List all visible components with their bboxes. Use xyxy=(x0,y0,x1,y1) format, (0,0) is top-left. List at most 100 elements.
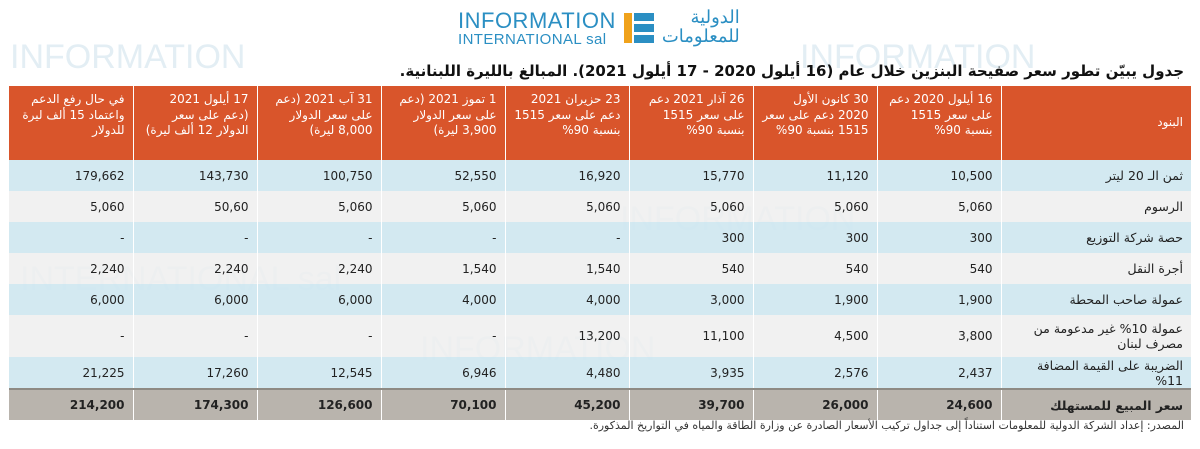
table-cell: - xyxy=(504,222,629,253)
total-label: سعر المبيع للمستهلك xyxy=(1000,388,1191,420)
table-cell: - xyxy=(132,315,257,357)
table-cell: 5,060 xyxy=(876,191,1001,222)
logo-english: INFORMATION INTERNATIONAL sal xyxy=(458,7,616,48)
table-cell: 2,240 xyxy=(9,253,133,284)
table-cell: 5,060 xyxy=(9,191,133,222)
column-header: 23 حزيران 2021 دعم على سعر 1515 بنسبة 90… xyxy=(504,86,629,160)
table-cell: 6,946 xyxy=(380,357,505,389)
table-cell: 540 xyxy=(752,253,877,284)
table-cell: - xyxy=(9,315,133,357)
total-cell: 126,600 xyxy=(256,388,381,420)
table-cell: 3,000 xyxy=(628,284,753,315)
table-cell: 2,240 xyxy=(256,253,381,284)
total-cell: 39,700 xyxy=(628,388,753,420)
column-header: 1 تموز 2021 (دعم على سعر الدولار 3,900 ل… xyxy=(380,86,505,160)
table-cell: 3,935 xyxy=(628,357,753,389)
row-label: ثمن الـ 20 ليتر xyxy=(1000,160,1191,191)
table-cell: 5,060 xyxy=(380,191,505,222)
table-row: أجرة النقل 540 540 540 1,540 1,540 2,240… xyxy=(9,253,1191,284)
table-cell: 5,060 xyxy=(504,191,629,222)
table-cell: 11,120 xyxy=(752,160,877,191)
table-row: الرسوم 5,060 5,060 5,060 5,060 5,060 5,0… xyxy=(9,191,1191,222)
fuel-price-table: البنود 16 أيلول 2020 دعم على سعر 1515 بن… xyxy=(9,86,1191,420)
table-cell: 6,000 xyxy=(256,284,381,315)
table-cell: 17,260 xyxy=(132,357,257,389)
table-cell: - xyxy=(256,315,381,357)
table-cell: 15,770 xyxy=(628,160,753,191)
table-header-row: البنود 16 أيلول 2020 دعم على سعر 1515 بن… xyxy=(9,86,1191,160)
table-cell: 5,060 xyxy=(628,191,753,222)
column-header: 17 أيلول 2021 (دعم على سعر الدولار 12 أل… xyxy=(132,86,257,160)
column-header: 30 كانون الأول 2020 دعم على سعر 1515 بنس… xyxy=(752,86,877,160)
logo-english-line1: INFORMATION xyxy=(458,7,616,33)
table-cell: 300 xyxy=(752,222,877,253)
table-cell: 1,900 xyxy=(752,284,877,315)
table-cell: 1,540 xyxy=(504,253,629,284)
logo-arabic: الدولية للمعلومات xyxy=(661,7,740,47)
table-total-row: سعر المبيع للمستهلك 24,600 26,000 39,700… xyxy=(9,388,1191,420)
column-header-items: البنود xyxy=(1000,86,1191,160)
table-cell: - xyxy=(132,222,257,253)
row-label: أجرة النقل xyxy=(1000,253,1191,284)
table-cell: 1,540 xyxy=(380,253,505,284)
table-cell: 3,800 xyxy=(876,315,1001,357)
table-cell: 4,500 xyxy=(752,315,877,357)
table-cell: 1,900 xyxy=(876,284,1001,315)
source-note: المصدر: إعداد الشركة الدولية للمعلومات ا… xyxy=(589,419,1184,432)
table-cell: 2,240 xyxy=(132,253,257,284)
watermark-logo: INFORMATION xyxy=(800,38,1036,76)
table-cell: 179,662 xyxy=(9,160,133,191)
header: INFORMATION INTERNATIONAL sal الدولية لل… xyxy=(0,0,1200,60)
table-cell: 4,480 xyxy=(504,357,629,389)
total-cell: 70,100 xyxy=(380,388,505,420)
table-title: جدول يبيّن تطور سعر صفيحة البنزين خلال ع… xyxy=(399,62,1184,80)
table-cell: 540 xyxy=(628,253,753,284)
logo-arabic-line2: للمعلومات xyxy=(661,26,740,47)
table-cell: 143,730 xyxy=(132,160,257,191)
table-row: عمولة صاحب المحطة 1,900 1,900 3,000 4,00… xyxy=(9,284,1191,315)
table-cell: 11,100 xyxy=(628,315,753,357)
table-cell: - xyxy=(380,315,505,357)
table-cell: 4,000 xyxy=(380,284,505,315)
column-header: في حال رفع الدعم واعتماد 15 ألف ليرة للد… xyxy=(9,86,133,160)
total-cell: 214,200 xyxy=(9,388,133,420)
row-label: عمولة 10% غير مدعومة من مصرف لبنان xyxy=(1000,315,1191,357)
column-header: 26 آذار 2021 دعم على سعر 1515 بنسبة 90% xyxy=(628,86,753,160)
watermark-logo: INFORMATION xyxy=(10,38,246,76)
table-cell: 50,60 xyxy=(132,191,257,222)
row-label: الرسوم xyxy=(1000,191,1191,222)
table-row: ثمن الـ 20 ليتر 10,500 11,120 15,770 16,… xyxy=(9,160,1191,191)
table-cell: 52,550 xyxy=(380,160,505,191)
table-row: حصة شركة التوزيع 300 300 300 - - - - - xyxy=(9,222,1191,253)
row-label: الضريبة على القيمة المضافة 11% xyxy=(1000,357,1191,389)
table-cell: 100,750 xyxy=(256,160,381,191)
table-cell: 6,000 xyxy=(9,284,133,315)
table-row: الضريبة على القيمة المضافة 11% 2,437 2,5… xyxy=(9,357,1191,389)
total-cell: 26,000 xyxy=(752,388,877,420)
table-cell: 13,200 xyxy=(504,315,629,357)
table-cell: 21,225 xyxy=(9,357,133,389)
logo-mark-icon xyxy=(621,10,656,46)
total-cell: 24,600 xyxy=(876,388,1001,420)
table-cell: 300 xyxy=(876,222,1001,253)
table-cell: - xyxy=(380,222,505,253)
row-label: حصة شركة التوزيع xyxy=(1000,222,1191,253)
table-cell: - xyxy=(9,222,133,253)
table-cell: 5,060 xyxy=(752,191,877,222)
logo-arabic-line1: الدولية xyxy=(690,7,740,29)
table-cell: 4,000 xyxy=(504,284,629,315)
table-cell: 12,545 xyxy=(256,357,381,389)
table-cell: 300 xyxy=(628,222,753,253)
column-header: 31 آب 2021 (دعم على سعر الدولار 8,000 لي… xyxy=(256,86,381,160)
row-label: عمولة صاحب المحطة xyxy=(1000,284,1191,315)
table-row: عمولة 10% غير مدعومة من مصرف لبنان 3,800… xyxy=(9,315,1191,357)
logo: INFORMATION INTERNATIONAL sal الدولية لل… xyxy=(458,8,740,48)
column-header: 16 أيلول 2020 دعم على سعر 1515 بنسبة 90% xyxy=(876,86,1001,160)
logo-english-line2: INTERNATIONAL sal xyxy=(458,30,607,48)
table-cell: 2,576 xyxy=(752,357,877,389)
table-cell: 2,437 xyxy=(876,357,1001,389)
table-cell: 16,920 xyxy=(504,160,629,191)
table-cell: 10,500 xyxy=(876,160,1001,191)
table-cell: 540 xyxy=(876,253,1001,284)
table-cell: - xyxy=(256,222,381,253)
